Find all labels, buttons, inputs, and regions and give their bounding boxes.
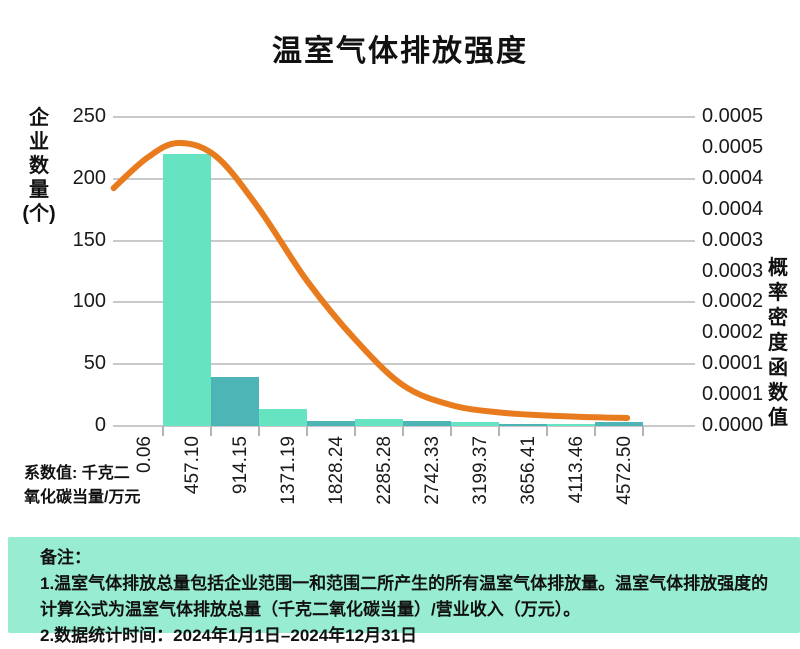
gridline	[113, 301, 695, 304]
plot-area	[110, 116, 695, 427]
right-axis-tick-label: 0.0002	[702, 321, 764, 344]
x-axis-label: 3656.41	[518, 436, 539, 505]
histogram-bar	[403, 421, 451, 426]
histogram-bar	[595, 422, 643, 426]
x-axis-tick	[354, 426, 356, 436]
x-axis-label: 1828.24	[326, 436, 347, 505]
right-axis-tick-label: 0.0001	[702, 383, 764, 406]
x-axis-tick	[450, 426, 452, 436]
gridline	[113, 177, 695, 180]
left-axis-tick-label: 100	[72, 290, 106, 313]
x-axis-label: 914.15	[230, 436, 251, 495]
histogram-bar	[211, 376, 259, 426]
left-axis-tick-label: 0	[94, 414, 106, 436]
x-axis-label: 4113.46	[566, 436, 587, 504]
right-axis-tick-label: 0.0005	[702, 105, 764, 127]
histogram-bar	[259, 408, 307, 426]
footer-item-2: 2.数据统计时间：2024年1月1日–2024年12月31日	[40, 626, 417, 645]
density-curve-path	[110, 139, 631, 421]
density-curve	[110, 139, 631, 421]
right-axis-tick-label: 0.0003	[702, 259, 764, 282]
right-axis-tick-label: 0.0001	[702, 352, 764, 375]
x-axis-tick	[546, 426, 548, 436]
footer-heading: 备注：	[40, 548, 91, 567]
x-axis-label: 2285.28	[374, 436, 395, 505]
x-axis-unit-note: 系数值: 千克二 氧化碳当量/万元	[24, 462, 140, 510]
right-axis-tick-label: 0.0003	[702, 228, 764, 251]
left-axis-tick-label: 250	[72, 105, 106, 127]
x-axis-tick	[402, 426, 404, 436]
footer-note: 备注： 1.温室气体排放总量包括企业范围一和范围二所产生的所有温室气体排放量。温…	[8, 537, 800, 645]
footer-item-1: 1.温室气体排放总量包括企业范围一和范围二所产生的所有温室气体排放量。温室气体排…	[40, 574, 769, 619]
x-axis-tick	[594, 426, 596, 436]
left-axis-title: 企 业 数 量 (个)	[22, 107, 56, 225]
x-axis-tick	[306, 426, 308, 436]
x-axis-label: 2742.33	[422, 436, 443, 505]
histogram-bar	[307, 421, 355, 426]
x-axis-label: 457.10	[182, 436, 203, 495]
x-axis-tick	[498, 426, 500, 436]
left-axis-tick-label: 50	[83, 352, 106, 375]
gridline	[113, 239, 695, 242]
histogram-bar	[163, 154, 211, 426]
histogram-bar	[355, 418, 403, 426]
x-axis-unit-note-line2: 氧化碳当量/万元	[24, 489, 141, 506]
histogram-bar	[499, 423, 547, 426]
left-axis-tick-label: 200	[72, 166, 106, 189]
x-axis-tick	[258, 426, 260, 436]
left-axis-tick-label: 150	[72, 228, 106, 251]
right-axis-tick-label: 0.0005	[702, 135, 764, 158]
x-axis-tick	[642, 426, 644, 436]
x-axis-label: 4572.50	[614, 436, 635, 505]
right-axis-tick-label: 0.0000	[702, 414, 764, 436]
x-axis-unit-note-line1: 系数值: 千克二	[24, 465, 130, 482]
x-axis-tick	[162, 426, 164, 436]
right-axis-tick-label: 0.0004	[702, 166, 764, 189]
chart-title: 温室气体排放强度	[272, 35, 528, 68]
x-axis-label: 1371.19	[278, 436, 299, 505]
x-axis-label: 3199.37	[470, 436, 491, 505]
right-axis-tick-label: 0.0002	[702, 290, 764, 313]
gridline	[113, 116, 695, 118]
right-axis-title: 概 率 密 度 函 数 值	[768, 257, 788, 429]
histogram-bar	[451, 422, 499, 426]
x-axis-tick	[210, 426, 212, 436]
gridline	[113, 425, 695, 427]
gridline	[113, 363, 695, 366]
right-axis-tick-label: 0.0004	[702, 197, 764, 220]
histogram-bar	[547, 423, 595, 426]
